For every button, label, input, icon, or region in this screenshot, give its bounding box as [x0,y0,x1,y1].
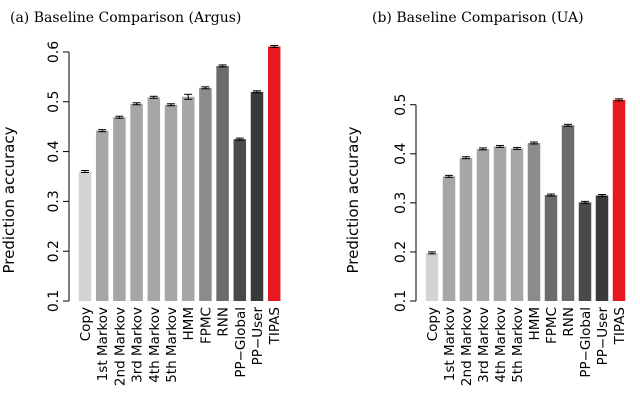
y-tick-label: 0.4 [46,140,62,162]
bar-hmm [527,142,541,301]
bar-tipas [267,46,281,301]
bar-rnn [561,125,575,301]
category-label: 4th Markov [493,307,509,383]
category-label: RNN [561,307,577,337]
error-bar [445,174,453,178]
category-label: PP−User [595,307,611,366]
error-bar [564,123,572,127]
y-tick-label: 0.5 [46,91,62,113]
bar-2nd-markov [113,117,126,301]
bar-3rd-markov [476,148,490,301]
category-label: 2nd Markov [459,307,475,386]
error-bar [253,90,261,94]
y-tick-label: 0.1 [46,290,62,312]
panel-a-title: (a) Baseline Comparison (Argus) [10,10,241,26]
bar-5th-markov [164,104,178,301]
panel-b-ylabel: Prediction accuracy [344,126,362,273]
bar-4th-markov [493,146,507,301]
error-bar [115,115,124,119]
category-label: 3rd Markov [130,307,146,383]
error-bar [530,141,538,145]
error-bar [167,103,175,107]
error-bar [201,86,210,90]
error-bar [270,44,279,48]
error-bar [184,93,193,100]
bar-pp-global [578,202,592,301]
bar-rnn [216,65,229,302]
error-bar [98,129,107,133]
error-bar [235,137,244,141]
category-label: 1st Markov [95,307,111,381]
category-label: 2nd Markov [112,307,128,386]
bar-pp-user [250,91,264,301]
bar-3rd-markov [130,103,143,301]
y-tick-label: 0.1 [393,290,409,312]
category-label: HMM [527,307,543,340]
y-tick-label: 0.5 [393,94,409,116]
bar-tipas [612,99,626,301]
error-bar [81,170,89,173]
category-label: TIPAS [612,307,628,345]
category-label: 5th Markov [164,307,180,383]
error-bar [598,194,606,197]
error-bar [581,200,589,204]
bar-copy [78,171,92,301]
bar-4th-markov [147,97,161,302]
category-label: Copy [78,307,94,341]
bar-pp-user [595,195,609,301]
error-bar [218,64,227,68]
category-label: PP−Global [233,307,249,378]
panel-a-argus: (a) Baseline Comparison (Argus) Predicti… [0,10,283,386]
error-bar [428,251,436,255]
error-bar [149,95,158,99]
bar-pp-global [233,139,247,301]
category-label: PP−Global [578,307,594,378]
category-label: 3rd Markov [476,307,492,383]
error-bar [496,144,504,148]
y-tick-label: 0.3 [46,190,62,212]
bar-5th-markov [510,148,524,301]
y-tick-label: 0.4 [393,143,409,165]
category-label: FPMC [198,307,214,344]
y-tick-label: 0.3 [393,192,409,214]
y-tick-label: 0.2 [46,240,62,262]
category-label: 5th Markov [510,307,526,383]
bar-hmm [181,96,195,302]
category-label: HMM [181,307,197,340]
category-label: FPMC [544,307,560,344]
bar-copy [425,252,439,301]
panel-a-ylabel: Prediction accuracy [0,126,18,273]
error-bar [513,146,521,150]
bar-1st-markov [95,130,109,301]
bar-fpmc [199,87,212,301]
error-bar [547,193,555,197]
bar-2nd-markov [459,157,473,301]
error-bar [462,156,470,160]
category-label: 1st Markov [442,307,458,381]
error-bar [615,98,623,102]
panel-b-title: (b) Baseline Comparison (UA) [372,10,584,26]
y-tick-label: 0.2 [393,241,409,263]
y-tick-label: 0.6 [46,41,62,63]
error-bar [132,102,141,106]
category-label: 4th Markov [147,307,163,383]
category-label: PP−User [250,307,266,366]
category-label: Copy [425,307,441,341]
panel-b-ua: (b) Baseline Comparison (UA) Prediction … [344,10,628,386]
error-bar [479,147,487,151]
category-label: TIPAS [267,307,283,345]
bar-fpmc [544,195,558,301]
bar-1st-markov [442,176,456,301]
category-label: RNN [216,307,232,337]
